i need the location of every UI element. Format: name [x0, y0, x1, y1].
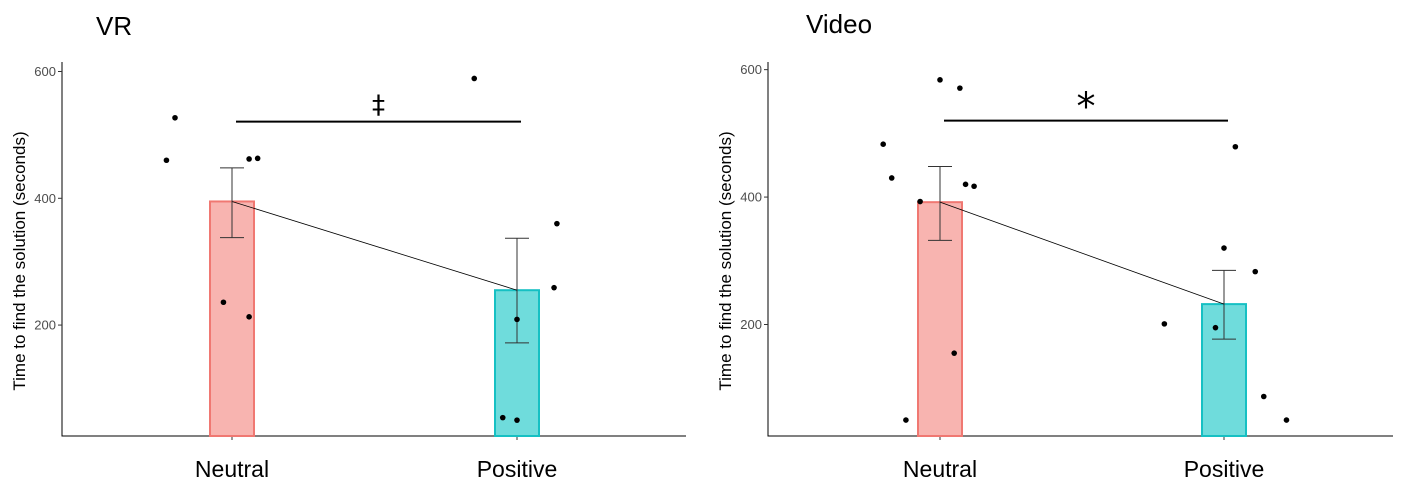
significance-marker: ‡: [372, 91, 385, 121]
data-point: [917, 198, 923, 205]
error-bar-neutral: [220, 167, 244, 239]
bar-neutral: [917, 201, 963, 437]
y-tick-label: 600: [740, 62, 762, 77]
chart-panel-2: Video Time to find the solution (seconds)…: [716, 9, 1393, 482]
x-tick-label: Positive: [477, 456, 558, 482]
data-point: [514, 417, 520, 423]
data-point: [554, 220, 560, 227]
error-bar-positive: [505, 237, 529, 344]
data-point: [971, 183, 977, 190]
data-point: [1252, 268, 1259, 275]
error-bar-positive: [1212, 269, 1236, 340]
data-point: [1260, 393, 1267, 400]
data-point: [888, 175, 895, 181]
data-point: [1212, 324, 1219, 331]
data-point: [514, 316, 520, 323]
data-point: [254, 155, 261, 162]
significance-marker: *: [1077, 85, 1096, 129]
bar-neutral: [209, 200, 255, 437]
data-point: [499, 414, 506, 421]
error-bar-neutral: [928, 165, 952, 241]
data-point: [551, 284, 557, 291]
y-tick-label: 400: [740, 190, 762, 205]
data-point: [957, 85, 963, 91]
y-tick-label: 600: [34, 64, 56, 79]
data-point: [246, 156, 252, 162]
data-point: [903, 417, 909, 423]
data-point: [1161, 321, 1168, 327]
y-tick-label: 200: [740, 317, 762, 332]
mean-connector-line: [231, 201, 518, 291]
y-axis-label: Time to find the solution (seconds): [716, 131, 735, 390]
axis-lines: [61, 62, 686, 437]
y-tick-label: 200: [34, 318, 56, 333]
data-point: [163, 157, 170, 164]
chart-panel-1: VR Time to find the solution (seconds) 200…: [10, 11, 686, 482]
data-point: [246, 314, 252, 320]
x-tick-label: Neutral: [903, 456, 977, 482]
chart-title: VR: [96, 11, 132, 41]
x-tick-label: Positive: [1184, 456, 1265, 482]
data-point: [1232, 143, 1239, 150]
y-tick-label: 400: [34, 191, 56, 206]
x-tick-label: Neutral: [195, 456, 269, 482]
chart-title: Video: [806, 9, 872, 39]
mean-connector-line: [939, 201, 1225, 305]
data-point: [951, 350, 957, 356]
axis-lines: [767, 62, 1393, 437]
y-axis-label: Time to find the solution (seconds): [10, 131, 29, 390]
data-point: [172, 114, 178, 121]
data-point: [471, 75, 478, 82]
data-point: [1221, 245, 1227, 251]
data-point: [220, 299, 227, 306]
data-point: [880, 141, 886, 147]
data-point: [937, 77, 943, 83]
data-point: [962, 181, 969, 188]
data-point: [1283, 417, 1290, 423]
